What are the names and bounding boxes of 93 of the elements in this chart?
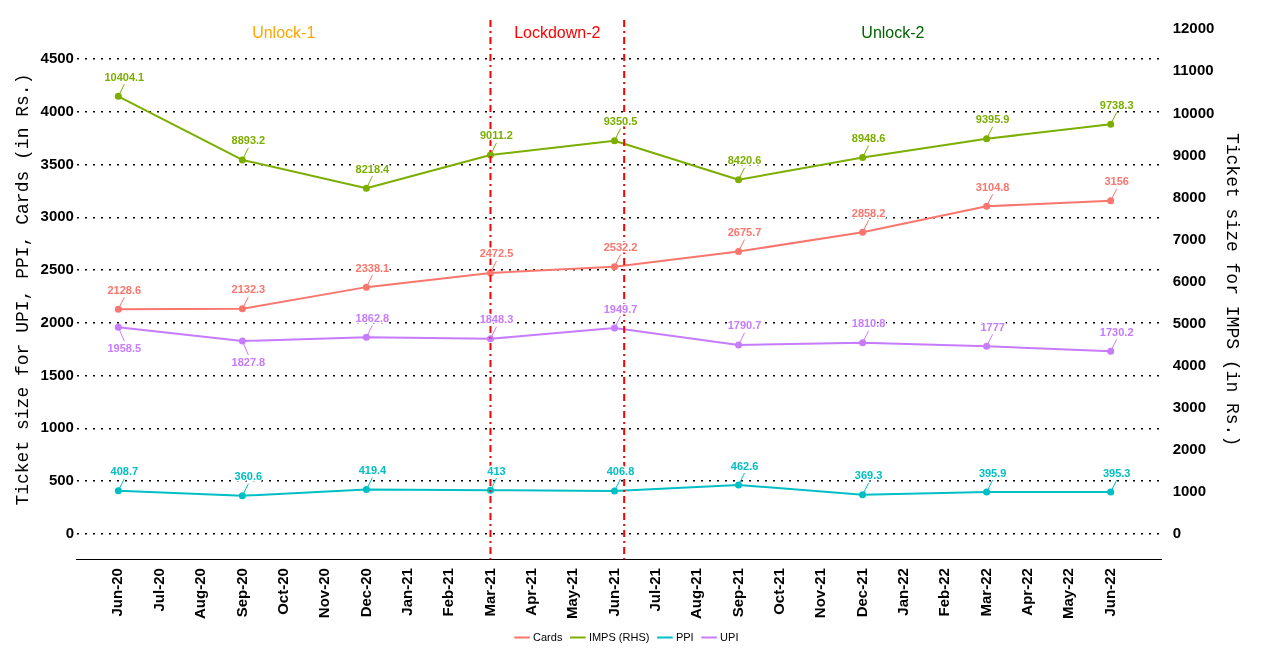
- y2-tick-label: 1000: [1172, 481, 1207, 499]
- x-tick-label: Aug-20: [191, 568, 209, 619]
- data-label: 8948.6: [851, 132, 886, 145]
- x-tick-label: Mar-21: [480, 568, 498, 617]
- x-tick-label: Jun-20: [108, 568, 126, 617]
- data-label: 2128.6: [107, 283, 142, 296]
- x-tick-label: Apr-21: [521, 568, 539, 616]
- y-tick-label: 500: [48, 471, 74, 489]
- x-tick-label: Jan-21: [397, 568, 415, 616]
- x-tick-label: Jun-21: [604, 568, 622, 617]
- y2-tick-label: 4000: [1172, 355, 1207, 373]
- x-tick-label: Apr-22: [1018, 568, 1036, 616]
- x-tick-label: Sep-20: [232, 568, 250, 618]
- y-tick-label: 3500: [40, 154, 74, 172]
- data-label: 369.3: [854, 469, 883, 482]
- data-label: 1790.7: [727, 319, 762, 332]
- legend-label: Cards: [533, 630, 563, 643]
- y2-tick-label: 7000: [1172, 229, 1207, 247]
- y-tick-label: 4000: [40, 101, 74, 119]
- y-tick-label: 1500: [40, 365, 74, 383]
- data-label: 9738.3: [1099, 98, 1134, 111]
- x-tick-label: Jun-22: [1100, 568, 1118, 617]
- data-label: 9350.5: [603, 115, 638, 128]
- data-label: 462.6: [730, 459, 759, 472]
- x-tick-label: Nov-21: [811, 568, 829, 619]
- x-tick-label: Oct-20: [273, 568, 291, 615]
- x-tick-label: Jan-22: [894, 568, 912, 616]
- data-label: 419.4: [358, 464, 388, 477]
- data-label: 2338.1: [355, 261, 390, 274]
- y2-tick-label: 5000: [1172, 313, 1207, 331]
- y2-tick-label: 0: [1172, 524, 1182, 542]
- data-label: 413: [487, 464, 506, 477]
- data-label: 10404.1: [104, 70, 145, 83]
- data-label: 408.7: [110, 465, 139, 478]
- data-label: 9011.2: [479, 129, 513, 142]
- x-tick-label: Sep-21: [728, 568, 746, 618]
- annotation: Unlock-2: [861, 24, 925, 42]
- y2-tick-label: 2000: [1172, 439, 1207, 457]
- data-label: 1810.8: [851, 317, 886, 330]
- data-label: 1730.2: [1099, 325, 1134, 338]
- x-tick-label: Dec-21: [852, 568, 870, 618]
- x-tick-label: Nov-20: [315, 568, 333, 619]
- y2-tick-label: 3000: [1172, 397, 1207, 415]
- x-tick-label: Dec-20: [356, 568, 374, 618]
- data-label: 1777: [980, 320, 1005, 333]
- legend-label: UPI: [720, 630, 739, 643]
- y2-tick-label: 9000: [1172, 145, 1207, 163]
- x-tick-label: Feb-21: [439, 568, 457, 617]
- data-label: 406.8: [606, 465, 635, 478]
- legend-label: IMPS (RHS): [588, 630, 650, 643]
- x-tick-label: May-22: [1059, 568, 1077, 619]
- data-label: 360.6: [234, 470, 263, 483]
- x-tick-label: May-21: [563, 568, 581, 619]
- y-tick-label: 3000: [40, 207, 74, 225]
- x-tick-label: Mar-22: [976, 568, 994, 617]
- data-label: 2132.3: [231, 283, 266, 296]
- data-label: 1949.7: [603, 302, 638, 315]
- data-label: 395.9: [978, 466, 1007, 479]
- data-label: 9395.9: [975, 113, 1010, 126]
- y-tick-label: 4500: [40, 49, 74, 67]
- y2-tick-label: 12000: [1172, 19, 1215, 37]
- x-tick-label: Aug-21: [687, 568, 705, 619]
- data-label: 395.3: [1102, 466, 1131, 479]
- x-tick-label: Feb-22: [935, 568, 953, 617]
- data-label: 2532.2: [603, 241, 638, 254]
- annotation: Unlock-1: [252, 24, 316, 42]
- y2-tick-label: 8000: [1172, 187, 1207, 205]
- data-label: 2675.7: [727, 226, 762, 239]
- annotation: Lockdown-2: [514, 24, 601, 42]
- data-label: 3156: [1104, 175, 1129, 188]
- y-tick-label: 1000: [40, 418, 74, 436]
- data-label: 1958.5: [107, 341, 142, 354]
- data-label: 3104.8: [975, 180, 1010, 193]
- data-label: 8218.4: [355, 162, 391, 175]
- y2-tick-label: 11000: [1172, 61, 1214, 79]
- y2-tick-label: 10000: [1172, 103, 1215, 121]
- data-label: 8893.2: [231, 134, 266, 147]
- data-label: 1862.8: [355, 311, 390, 324]
- data-label: 1827.8: [231, 355, 266, 368]
- y2-tick-label: 6000: [1172, 271, 1207, 289]
- y-tick-label: 2000: [40, 312, 74, 330]
- y-axis-title: Ticket size for UPI, PPI, Cards (in Rs.): [12, 73, 33, 506]
- data-label: 1848.3: [479, 313, 514, 326]
- data-label: 2472.5: [479, 247, 514, 260]
- x-tick-label: Jul-20: [149, 568, 167, 612]
- x-tick-label: Jul-21: [645, 568, 663, 612]
- data-label: 2858.2: [851, 206, 886, 219]
- y-tick-label: 2500: [40, 260, 74, 278]
- y2-axis-title: Ticket size for IMPS (in Rs.): [1222, 132, 1243, 447]
- legend-label: PPI: [675, 630, 694, 643]
- data-label: 8420.6: [727, 154, 762, 167]
- y-tick-label: 0: [65, 523, 74, 541]
- x-tick-label: Oct-21: [770, 568, 788, 615]
